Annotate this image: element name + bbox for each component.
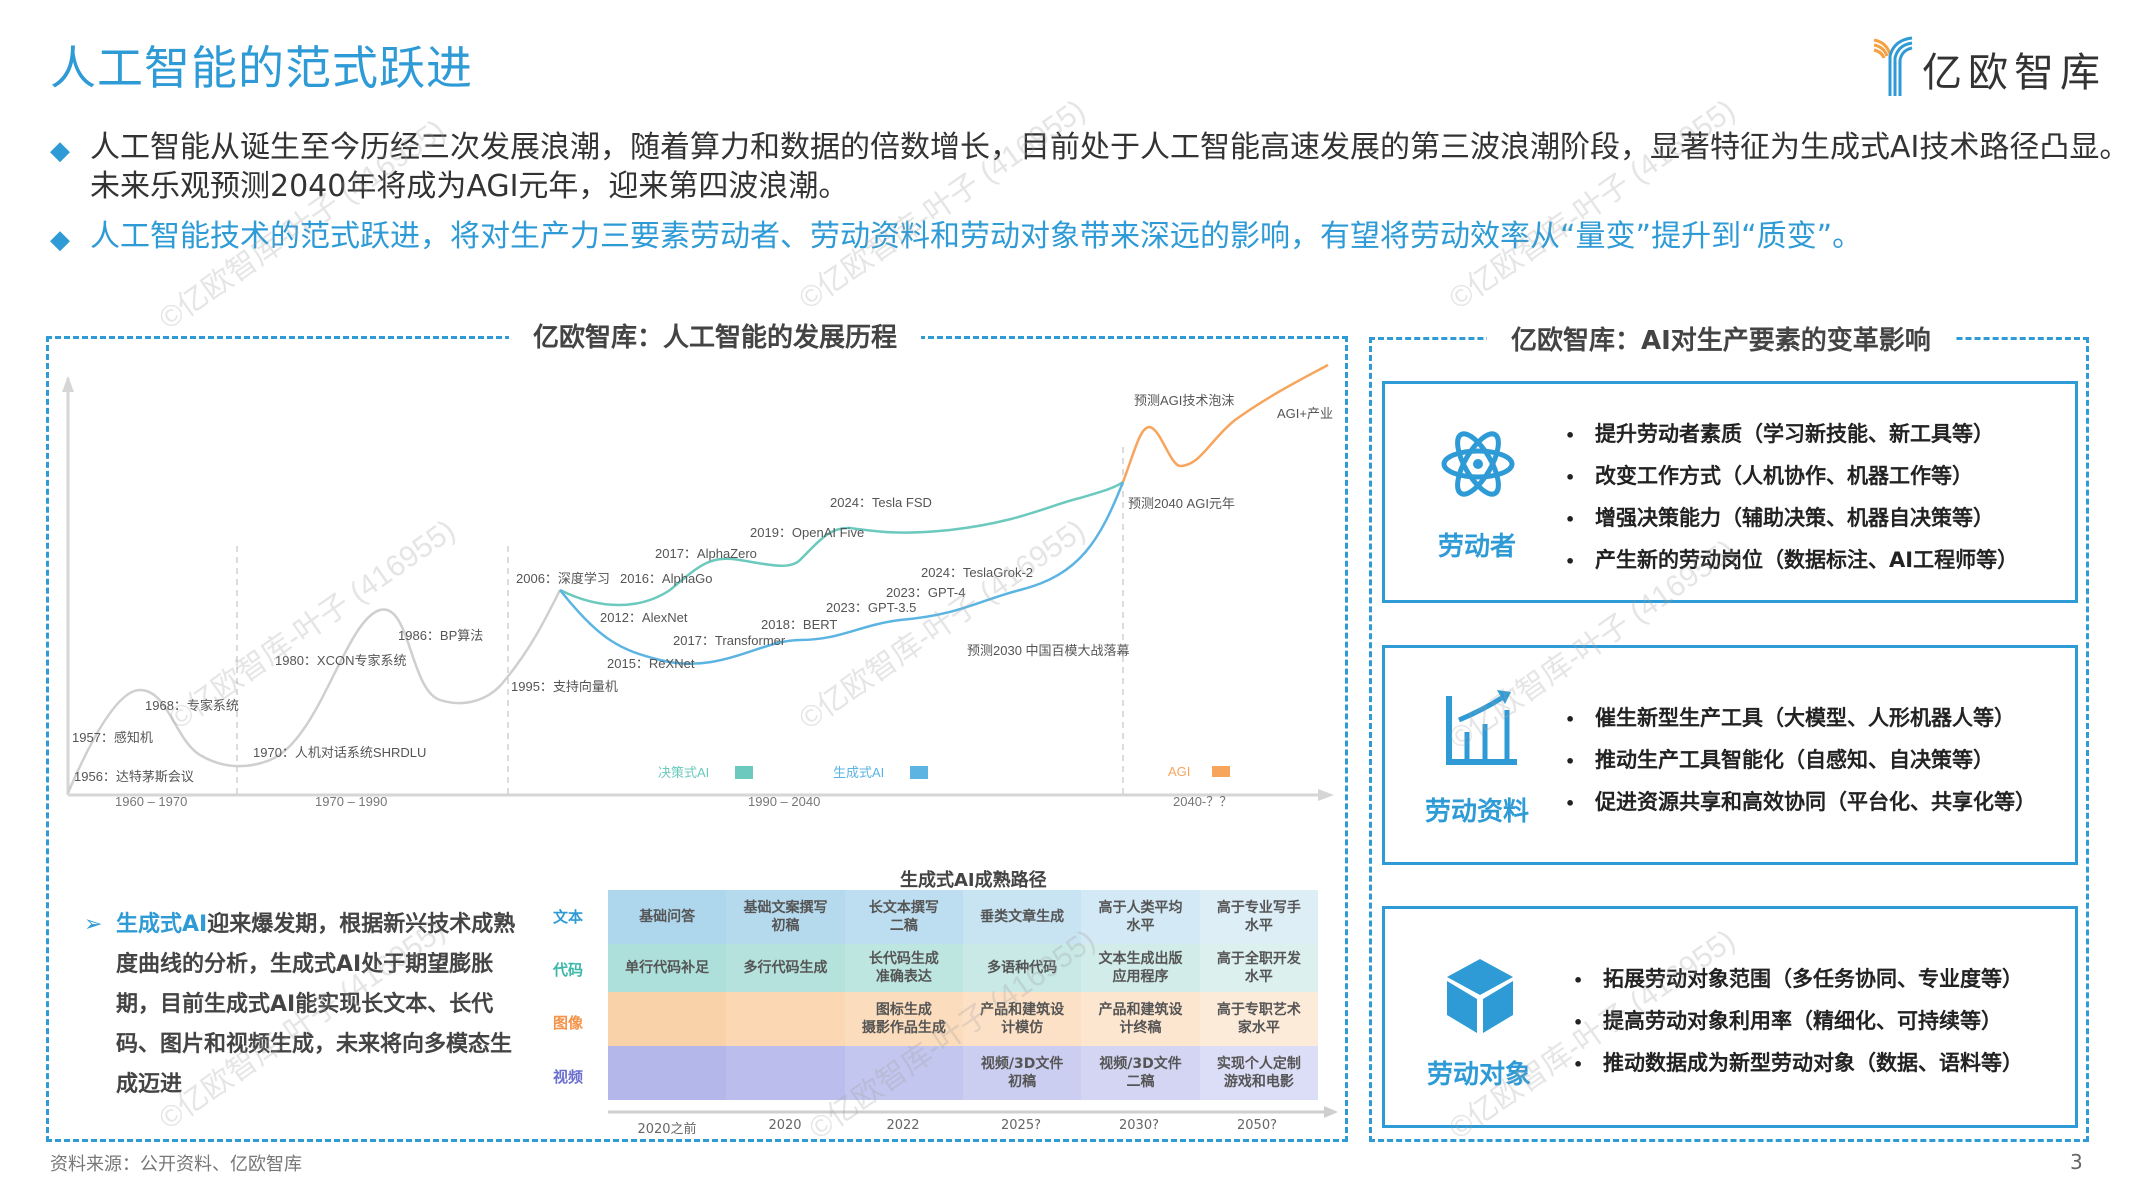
axis-label: 2022 [886,1118,920,1133]
matrix-cell: 图标生成 摄影作品生成 [844,992,963,1046]
note-body: 迎来爆发期，根据新兴技术成熟度曲线的分析，生成式AI处于期望膨胀期，目前生成式A… [116,912,516,1097]
summary-bullet-text: 人工智能技术的范式跃进，将对生产力三要素劳动者、劳动资料和劳动对象带来深远的影响… [90,219,1863,254]
panel-title: 亿欧智库：AI对生产要素的变革影响 [1487,320,1955,357]
production-factors-panel: 亿欧智库：AI对生产要素的变革影响 [1369,320,2089,1142]
logo-mark-icon [1873,36,1913,96]
matrix-cell: 高于专业写手 水平 [1199,890,1318,944]
arrow-bullet-icon: ➢ [84,912,103,937]
diamond-bullet-icon: ◆ [50,136,70,166]
atom-icon [1441,431,1515,497]
summary-bullet-text: 人工智能从诞生至今历经三次发展浪潮，随着算力和数据的倍数增长，目前处于人工智能高… [90,130,2130,204]
matrix-cell [608,1046,727,1100]
matrix-cell: 单行代码补足 [608,944,727,992]
maturity-matrix: 基础问答 基础文案撰写 初稿 长文本撰写 二稿 垂类文章生成 高于人类平均 水平… [608,890,1318,1100]
matrix-cell: 视频/3D文件 二稿 [1081,1046,1200,1100]
page-title: 人工智能的范式跃进 [50,41,473,95]
list-item: 推动生产工具智能化（自感知、自决策等） [1565,740,2036,782]
card-list: 催生新型生产工具（大模型、人形机器人等） 推动生产工具智能化（自感知、自决策等）… [1565,698,2036,824]
note-text: 生成式AI迎来爆发期，根据新兴技术成熟度曲线的分析，生成式AI处于期望膨胀期，目… [116,905,516,1105]
matrix-cell [726,1046,845,1100]
matrix-cell: 长文本撰写 二稿 [844,890,963,944]
brand-logo: 亿欧智库 [1872,34,2122,96]
matrix-cell: 实现个人定制 游戏和电影 [1199,1046,1318,1100]
axis-label: 2020 [768,1118,802,1133]
matrix-cell: 高于专职艺术 家水平 [1199,992,1318,1046]
list-item: 产生新的劳动岗位（数据标注、AI工程师等） [1565,540,2018,582]
list-item: 提高劳动对象利用率（精细化、可持续等） [1573,1001,2023,1043]
matrix-cell [844,1046,963,1100]
list-item: 改变工作方式（人机协作、机器工作等） [1565,456,2018,498]
list-item: 推动数据成为新型劳动对象（数据、语料等） [1573,1043,2023,1085]
row-label-video: 视频 [553,1068,584,1086]
page-number: 3 [2070,1150,2083,1174]
card-title: 劳动者 [1438,532,1517,562]
card-laborer: 劳动者 提升劳动者素质（学习新技能、新工具等） 改变工作方式（人机协作、机器工作… [1382,381,2078,603]
list-item: 拓展劳动对象范围（多任务协同、专业度等） [1573,959,2023,1001]
matrix-cell: 高于人类平均 水平 [1081,890,1200,944]
ai-history-panel: 亿欧智库：人工智能的发展历程 [46,317,1348,1142]
cube-icon [1447,959,1513,1033]
row-label-text: 文本 [553,908,584,926]
matrix-cell: 垂类文章生成 [963,890,1082,944]
list-item: 催生新型生产工具（大模型、人形机器人等） [1565,698,2036,740]
matrix-cell: 产品和建筑设 计终稿 [1081,992,1200,1046]
matrix-cell: 长代码生成 准确表达 [844,944,963,992]
matrix-cell: 文本生成出版 应用程序 [1081,944,1200,992]
row-label-image: 图像 [553,1014,584,1032]
matrix-cell: 多行代码生成 [726,944,845,992]
axis-label: 2020之前 [637,1122,697,1137]
matrix-cell: 产品和建筑设 计模仿 [963,992,1082,1046]
row-label-code: 代码 [553,961,584,979]
growth-chart-icon [1446,690,1517,765]
card-list: 拓展劳动对象范围（多任务协同、专业度等） 提高劳动对象利用率（精细化、可持续等）… [1573,959,2023,1085]
matrix-cell: 多语种代码 [963,944,1082,992]
matrix-cell [726,992,845,1046]
panel-title: 亿欧智库：人工智能的发展历程 [509,317,922,354]
maturity-axis-arrow [608,1106,1338,1118]
maturity-title: 生成式AI成熟路径 [900,870,1047,891]
source-note: 资料来源：公开资料、亿欧智库 [50,1154,302,1175]
matrix-cell: 基础问答 [608,890,727,944]
card-list: 提升劳动者素质（学习新技能、新工具等） 改变工作方式（人机协作、机器工作等） 增… [1565,414,2018,582]
logo-text: 亿欧智库 [1922,50,2106,96]
card-means-of-labor: 劳动资料 催生新型生产工具（大模型、人形机器人等） 推动生产工具智能化（自感知、… [1382,645,2078,865]
card-title: 劳动对象 [1427,1060,1532,1090]
axis-label: 2050? [1237,1118,1277,1133]
matrix-cell [608,992,727,1046]
card-objects-of-labor: 劳动对象 拓展劳动对象范围（多任务协同、专业度等） 提高劳动对象利用率（精细化、… [1382,906,2078,1128]
note-highlight: 生成式AI [116,912,208,937]
matrix-cell: 基础文案撰写 初稿 [726,890,845,944]
list-item: 增强决策能力（辅助决策、机器自决策等） [1565,498,2018,540]
matrix-cell: 视频/3D文件 初稿 [963,1046,1082,1100]
card-title: 劳动资料 [1425,797,1530,827]
axis-label: 2030? [1119,1118,1159,1133]
matrix-cell: 高于全职开发 水平 [1199,944,1318,992]
diamond-bullet-icon: ◆ [50,225,70,255]
list-item: 促进资源共享和高效协同（平台化、共享化等） [1565,782,2036,824]
axis-label: 2025? [1001,1118,1041,1133]
list-item: 提升劳动者素质（学习新技能、新工具等） [1565,414,2018,456]
